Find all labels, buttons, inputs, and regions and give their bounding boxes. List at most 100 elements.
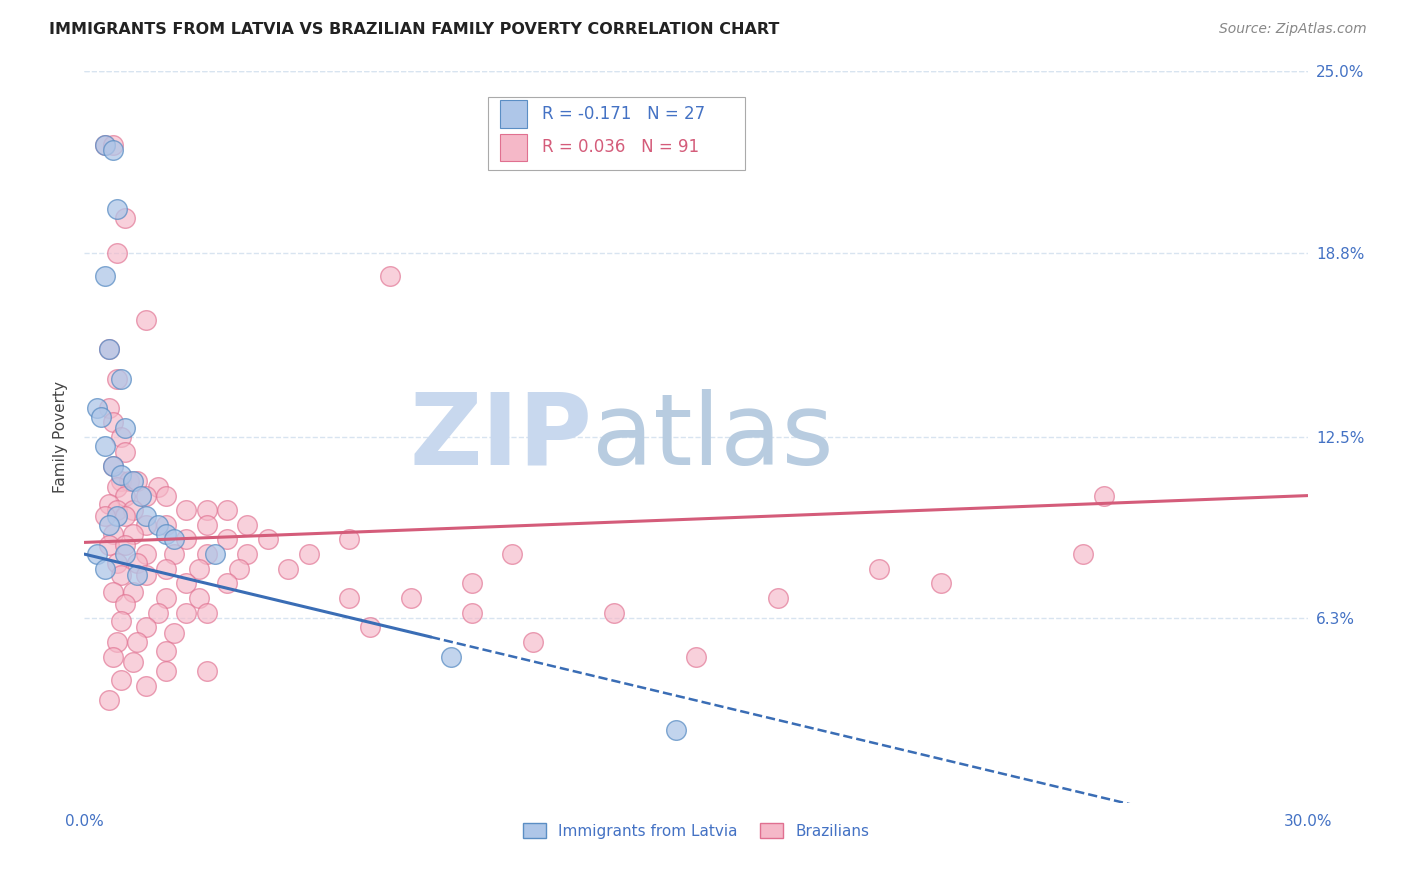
Point (135, 313, 157, 327)
Legend: Immigrants from Latvia, Brazilians: Immigrants from Latvia, Brazilians (515, 815, 877, 847)
Point (298, 547, 321, 561)
Point (163, 547, 186, 561)
Point (122, 585, 145, 599)
Point (204, 547, 226, 561)
Point (217, 576, 239, 591)
Point (110, 430, 132, 444)
Point (174, 533, 197, 547)
Point (114, 509, 136, 524)
Point (257, 533, 280, 547)
Point (97, 343, 120, 357)
Point (114, 538, 136, 552)
Point (93, 509, 115, 524)
Point (502, 547, 524, 561)
Point (163, 626, 186, 640)
Point (114, 489, 136, 503)
Point (217, 533, 239, 547)
Point (359, 620, 381, 634)
Point (97, 693, 120, 707)
Point (110, 371, 132, 385)
Point (522, 635, 544, 649)
Point (86, 401, 108, 415)
Point (101, 459, 124, 474)
Point (105, 245, 128, 260)
Point (127, 635, 149, 649)
Text: ZIP: ZIP (409, 389, 592, 485)
Point (93, 439, 115, 453)
Point (114, 211, 136, 225)
Point (155, 664, 177, 678)
Point (127, 556, 149, 570)
Point (97, 343, 120, 357)
Point (155, 591, 177, 605)
Point (869, 562, 891, 576)
Point (93, 137, 115, 152)
Point (236, 517, 259, 532)
FancyBboxPatch shape (488, 97, 745, 170)
Point (105, 480, 128, 494)
Point (135, 679, 157, 693)
Point (766, 591, 789, 605)
Point (114, 597, 136, 611)
Point (90, 409, 112, 424)
Point (399, 591, 422, 605)
Point (114, 547, 136, 561)
Point (101, 137, 124, 152)
Point (135, 489, 157, 503)
Point (97, 538, 120, 552)
Point (110, 468, 132, 483)
Point (929, 576, 952, 591)
Point (110, 673, 132, 687)
Point (195, 664, 218, 678)
Point (135, 567, 157, 582)
Point (101, 649, 124, 664)
Point (174, 576, 197, 591)
Point (114, 444, 136, 458)
Point (135, 547, 157, 561)
Point (195, 517, 218, 532)
Point (101, 585, 124, 599)
Point (122, 526, 145, 541)
Point (665, 723, 688, 737)
Point (440, 649, 463, 664)
Point (339, 591, 361, 605)
Point (110, 474, 132, 488)
Point (122, 474, 145, 488)
Point (93, 137, 115, 152)
Point (105, 635, 128, 649)
Point (93, 269, 115, 284)
Text: R = 0.036   N = 91: R = 0.036 N = 91 (541, 138, 699, 156)
Point (1092, 489, 1115, 503)
Point (603, 606, 626, 620)
Text: atlas: atlas (592, 389, 834, 485)
Point (118, 474, 141, 488)
Point (174, 606, 197, 620)
Point (122, 656, 145, 670)
Text: R = -0.171   N = 27: R = -0.171 N = 27 (541, 104, 704, 123)
Point (101, 144, 124, 158)
Point (110, 567, 132, 582)
Point (93, 562, 115, 576)
Text: Source: ZipAtlas.com: Source: ZipAtlas.com (1219, 22, 1367, 37)
Point (105, 503, 128, 517)
Point (174, 503, 197, 517)
Point (155, 562, 177, 576)
Point (228, 562, 250, 576)
Point (195, 503, 218, 517)
Point (135, 620, 157, 634)
FancyBboxPatch shape (501, 134, 527, 161)
Point (461, 576, 484, 591)
Point (277, 562, 299, 576)
Point (114, 421, 136, 435)
Point (187, 562, 209, 576)
Point (135, 517, 157, 532)
Point (195, 547, 218, 561)
Point (155, 643, 177, 657)
Point (187, 591, 209, 605)
Point (685, 649, 707, 664)
Point (155, 517, 177, 532)
Point (155, 489, 177, 503)
Point (339, 533, 361, 547)
Point (155, 526, 177, 541)
Point (217, 503, 239, 517)
